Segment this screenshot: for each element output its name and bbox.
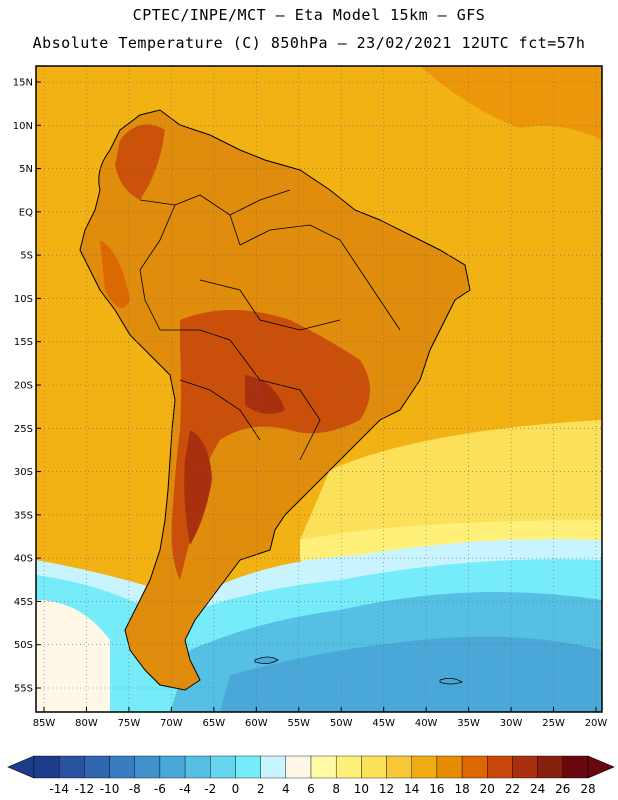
cold-zone-2 <box>220 636 602 712</box>
lat-tick-label: 55S <box>14 684 33 695</box>
colorbar-label: 0 <box>232 782 240 796</box>
lon-tick-label: 65W <box>203 718 226 729</box>
colorbar-label: 16 <box>429 782 444 796</box>
colorbar-swatch <box>487 755 513 779</box>
colorbar-swatch <box>411 755 438 779</box>
colorbar-swatch <box>159 755 186 779</box>
lat-tick-label: 40S <box>14 554 33 565</box>
colorbar-swatch <box>33 755 60 779</box>
colorbar-swatch <box>184 755 211 779</box>
colorbar-swatch <box>260 755 287 779</box>
colorbar-swatch <box>361 755 387 779</box>
map-frame <box>35 65 603 713</box>
hot-core-paraguay <box>245 375 285 414</box>
country-borders <box>139 189 401 461</box>
lon-tick-label: 85W <box>33 718 56 729</box>
lat-tick-label: 25S <box>14 424 33 435</box>
lon-tick-label: 30W <box>500 718 523 729</box>
colorbar-swatch <box>512 755 538 779</box>
colorbar-label: -4 <box>179 782 191 796</box>
colorbar-swatch <box>562 755 589 779</box>
map-title-line-2: Absolute Temperature (C) 850hPa – 23/02/… <box>32 34 586 52</box>
colorbar-label: -8 <box>129 782 141 796</box>
colorbar-label: 6 <box>307 782 315 796</box>
lon-tick-label: 80W <box>75 718 98 729</box>
colorbar-label: 20 <box>480 782 495 796</box>
lon-tick-label: 20W <box>585 718 608 729</box>
lon-tick-label: 70W <box>160 718 183 729</box>
longitude-axis: 85W 80W 75W 70W 65W 60W 55W 50W 45W 40W 35W 30W 25W 2… <box>33 707 608 729</box>
colorbar-swatch <box>134 755 161 779</box>
colorbar-swatch <box>335 755 362 779</box>
lat-tick-label: 35S <box>14 510 33 521</box>
colorbar-label: -10 <box>100 782 120 796</box>
hot-core-interior <box>171 310 370 580</box>
colorbar-swatch <box>386 755 412 779</box>
lat-tick-label: 20S <box>14 381 33 392</box>
lon-tick-label: 35W <box>457 718 480 729</box>
colorbar-swatch <box>84 755 110 779</box>
lat-tick-label: 50S <box>14 640 33 651</box>
lon-tick-label: 50W <box>330 718 353 729</box>
lat-tick-label: 5N <box>19 164 33 175</box>
colorbar-label: 8 <box>332 782 340 796</box>
colorbar-arrow-high <box>587 755 615 779</box>
temperature-colorbar: -14 -12 -10 -8 -6 -4 -2 0 2 4 6 8 10 12 14 16 18 20 22 24 26… <box>7 755 615 796</box>
lat-tick-label: 10N <box>13 121 33 132</box>
south-georgia <box>439 678 463 685</box>
colorbar-label: -12 <box>75 782 95 796</box>
lat-tick-label: 10S <box>14 294 33 305</box>
map-field <box>36 66 602 712</box>
lon-tick-label: 55W <box>287 718 310 729</box>
lat-tick-label: 15S <box>14 337 33 348</box>
colorbar-swatch <box>310 755 337 779</box>
lon-tick-label: 60W <box>245 718 268 729</box>
colorbar-swatch <box>285 755 312 779</box>
colorbar-label: 12 <box>379 782 394 796</box>
colorbar-swatch <box>461 755 488 779</box>
colorbar-swatch <box>537 755 564 779</box>
colorbar-label: -2 <box>204 782 216 796</box>
latitude-axis: 15N 10N 5N EQ 5S 10S 15S 20S 25S 30S 35S 40S 45S 50S 5… <box>13 78 41 695</box>
lat-tick-label: 5S <box>20 251 33 262</box>
map-title-line-1: CPTEC/INPE/MCT – Eta Model 15km – GFS <box>132 6 486 24</box>
colorbar-swatch <box>58 755 85 779</box>
colorbar-label: 22 <box>505 782 520 796</box>
colorbar-swatch <box>436 755 463 779</box>
colorbar-label: 26 <box>555 782 570 796</box>
colorbar-label: -14 <box>49 782 69 796</box>
colorbar-swatch <box>109 755 135 779</box>
colorbar-label: -6 <box>154 782 166 796</box>
lon-tick-label: 25W <box>542 718 565 729</box>
colorbar-swatch <box>235 755 261 779</box>
hot-core-andes-north <box>115 124 165 200</box>
colorbar-label: 24 <box>530 782 545 796</box>
colorbar-label: 18 <box>454 782 469 796</box>
colorbar-label: 14 <box>404 782 419 796</box>
lon-tick-label: 75W <box>118 718 141 729</box>
colorbar-label: 4 <box>282 782 290 796</box>
lon-tick-label: 45W <box>372 718 395 729</box>
hot-core-argentina <box>184 430 212 545</box>
lon-tick-label: 40W <box>415 718 438 729</box>
colorbar-label: 2 <box>257 782 265 796</box>
lat-tick-label: EQ <box>19 207 33 218</box>
pacific-cool-patch <box>36 600 110 712</box>
warm-core-peru <box>100 240 130 308</box>
colorbar-label: 28 <box>580 782 595 796</box>
colorbar-label: 10 <box>354 782 369 796</box>
colorbar-arrow-low <box>7 755 35 779</box>
colorbar-swatch <box>210 755 236 779</box>
falkland-islands <box>254 656 279 664</box>
lat-tick-label: 15N <box>13 78 33 89</box>
lat-tick-label: 30S <box>14 467 33 478</box>
lat-tick-label: 45S <box>14 597 33 608</box>
